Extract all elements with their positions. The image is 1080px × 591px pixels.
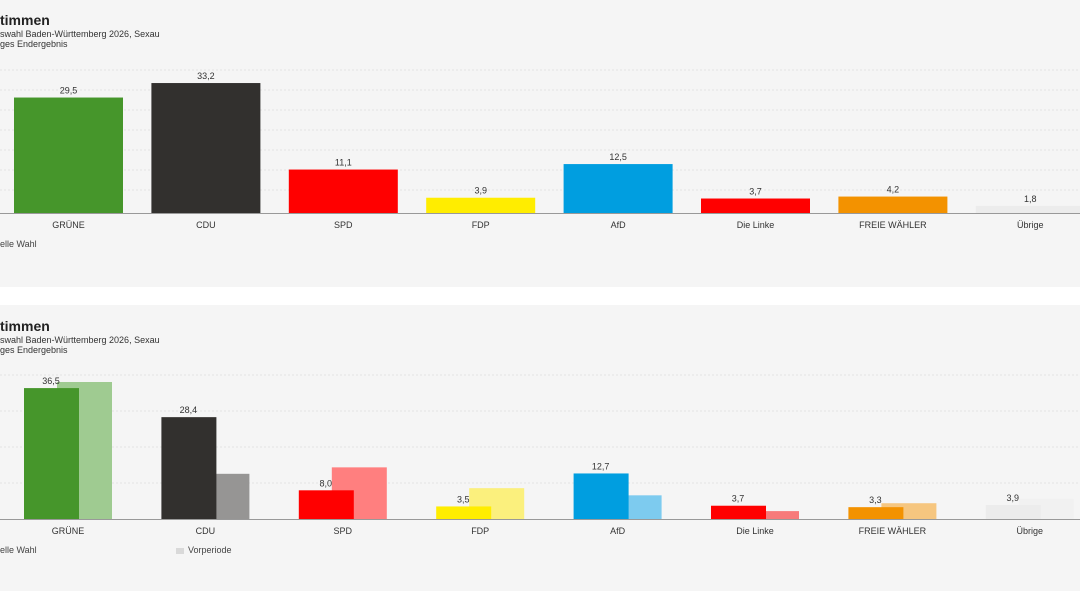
chart-status: ges Endergebnis — [0, 345, 68, 355]
bar-current-freie-w-hler — [848, 507, 904, 519]
data-label: 3,5 — [457, 494, 470, 504]
category-label: FDP — [471, 526, 489, 536]
chart-title: timmen — [0, 12, 50, 28]
data-label: 3,7 — [749, 187, 762, 197]
bar-current-cdu — [161, 417, 217, 519]
chart-subtitle: swahl Baden-Württemberg 2026, Sexau — [0, 29, 160, 39]
bar-current-fdp — [436, 506, 492, 519]
category-label: GRÜNE — [52, 526, 85, 536]
bar-current-afd — [573, 473, 629, 519]
bar-current-spd — [298, 490, 354, 519]
data-label: 3,9 — [1007, 493, 1020, 503]
data-label: 1,8 — [1024, 194, 1037, 204]
bar-chart-2: 36,5 GRÜNE 28,4 CDU 8,0 SPD 3,5 FDP 12,7 AfD 3,7 Di… — [0, 374, 1080, 536]
category-label: FDP — [472, 220, 490, 230]
category-label: FREIE WÄHLER — [859, 220, 927, 230]
data-label: 28,4 — [180, 405, 198, 415]
data-label: 3,3 — [869, 495, 882, 505]
legend-previous-label: Vorperiode — [188, 545, 232, 555]
category-label: AfD — [611, 220, 627, 230]
bar-previous-die-linke — [744, 511, 799, 519]
bar-die-linke — [701, 198, 810, 213]
bar-spd — [288, 169, 398, 213]
legend-previous-period: Vorperiode — [176, 545, 232, 555]
data-label: 12,5 — [609, 152, 627, 162]
category-label: FREIE WÄHLER — [859, 526, 927, 536]
data-label: 29,5 — [60, 86, 78, 96]
category-label: Die Linke — [736, 526, 774, 536]
data-label: 36,5 — [42, 376, 60, 386]
chart-subtitle: swahl Baden-Württemberg 2026, Sexau — [0, 335, 160, 345]
category-label: SPD — [334, 220, 353, 230]
legend-current-election: elle Wahl — [0, 545, 37, 555]
category-label: CDU — [196, 220, 216, 230]
bar-gr-ne — [14, 97, 123, 213]
chart-panel-2: timmen swahl Baden-Württemberg 2026, Sex… — [0, 305, 1080, 591]
category-label: Die Linke — [737, 220, 775, 230]
bar-chart-1: 29,5 GRÜNE 33,2 CDU 11,1 SPD 3,9 FDP 12,5 AfD 3,7 D… — [0, 69, 1080, 230]
bar-fdp — [426, 197, 536, 213]
bar-freie-w-hler — [838, 196, 948, 213]
data-label: 12,7 — [592, 461, 610, 471]
bar--brige — [975, 205, 1080, 213]
legend-swatch — [176, 547, 184, 554]
category-label: Übrige — [1017, 526, 1044, 536]
chart-panel-1: timmen swahl Baden-Württemberg 2026, Sex… — [0, 0, 1080, 287]
legend-current-election: elle Wahl — [0, 239, 37, 249]
data-label: 33,2 — [197, 71, 215, 81]
data-label: 3,9 — [474, 186, 487, 196]
category-label: GRÜNE — [52, 220, 85, 230]
data-label: 3,7 — [732, 494, 745, 504]
category-label: Übrige — [1017, 220, 1044, 230]
bar-current-die-linke — [711, 505, 766, 519]
data-label: 4,2 — [887, 185, 900, 195]
bar-afd — [563, 164, 673, 213]
data-label: 11,1 — [335, 158, 352, 168]
data-label: 8,0 — [320, 478, 333, 488]
bar-current-gr-ne — [24, 388, 79, 519]
category-label: CDU — [196, 526, 216, 536]
category-label: SPD — [334, 526, 353, 536]
bar-current--brige — [985, 505, 1041, 519]
bar-cdu — [151, 83, 261, 213]
chart-status: ges Endergebnis — [0, 39, 68, 49]
chart-title: timmen — [0, 318, 50, 334]
category-label: AfD — [610, 526, 626, 536]
